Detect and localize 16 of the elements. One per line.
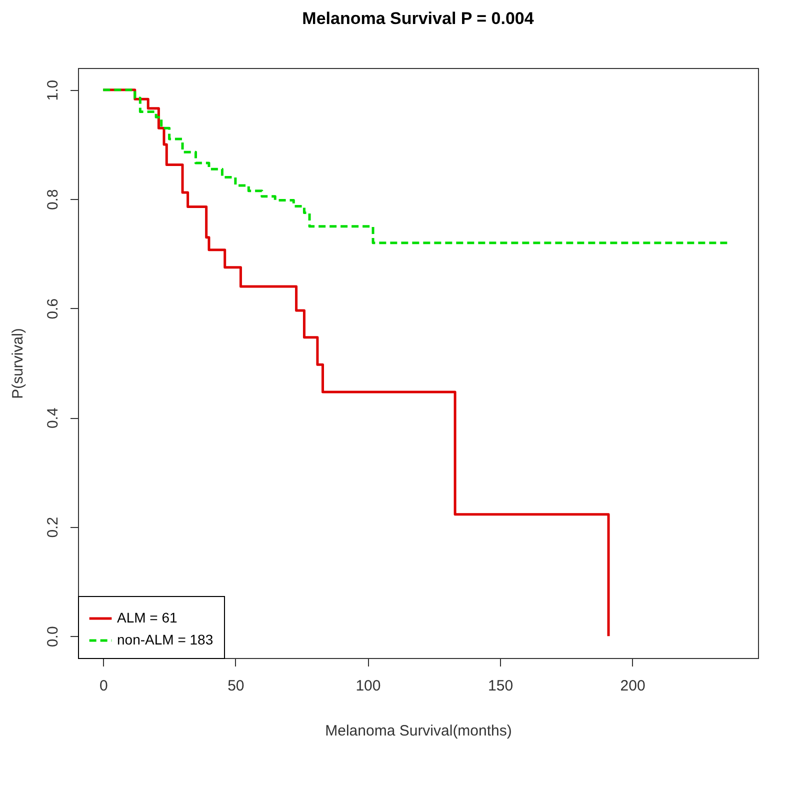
y-tick-label: 0.4 [44, 408, 62, 429]
x-tick-label: 150 [488, 678, 514, 694]
x-tick-label: 50 [228, 678, 244, 694]
y-tick-label: 0.6 [44, 298, 62, 320]
y-axis-title: P(survival) [10, 328, 26, 399]
x-tick-label: 200 [620, 678, 646, 694]
legend-label: ALM = 61 [117, 610, 178, 626]
chart-title: Melanoma Survival P = 0.004 [302, 9, 534, 28]
legend-label: non-ALM = 183 [117, 632, 214, 648]
x-tick-label: 100 [356, 678, 381, 694]
y-tick-label: 0.8 [44, 189, 62, 210]
x-tick-label: 0 [99, 678, 108, 694]
x-axis-title: Melanoma Survival(months) [325, 722, 512, 740]
y-tick-label: 0.0 [44, 626, 62, 648]
y-tick-label: 0.2 [44, 516, 62, 538]
y-tick-label: 1.0 [44, 80, 62, 101]
